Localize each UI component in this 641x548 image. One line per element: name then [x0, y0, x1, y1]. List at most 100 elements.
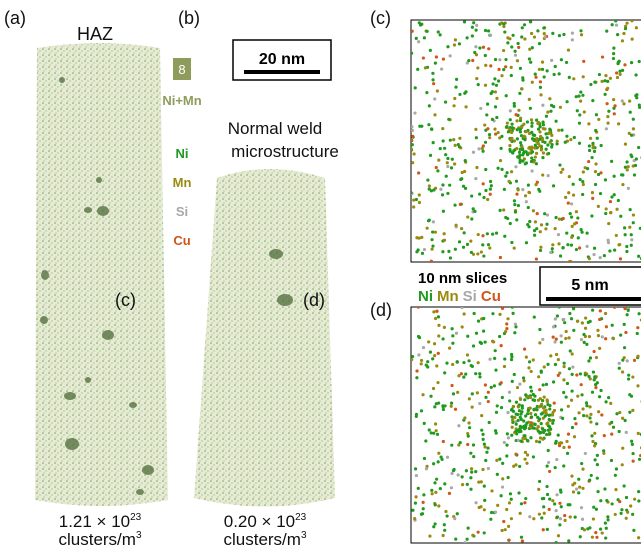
atom — [460, 226, 464, 231]
atom — [613, 473, 617, 477]
atom — [574, 487, 579, 491]
atom — [562, 390, 566, 395]
atom — [415, 250, 419, 254]
atom — [414, 197, 419, 202]
atom — [474, 372, 478, 376]
atom — [457, 443, 461, 447]
atom — [622, 356, 626, 360]
atom — [585, 342, 589, 346]
atom — [554, 337, 558, 341]
atom — [514, 165, 518, 169]
atom — [551, 243, 555, 247]
element-label: Si — [176, 204, 188, 219]
atom — [607, 109, 611, 113]
atom — [545, 399, 550, 404]
atom — [592, 378, 596, 382]
cluster-group — [40, 77, 154, 495]
atom — [625, 21, 629, 25]
atom — [514, 400, 519, 404]
element-label: Ni — [418, 288, 433, 305]
atom — [488, 136, 492, 140]
atom — [518, 382, 522, 386]
atom — [563, 518, 567, 522]
atom — [573, 515, 577, 519]
atom — [542, 511, 546, 515]
atom — [602, 451, 606, 455]
atom — [412, 152, 416, 156]
atom — [622, 31, 626, 36]
atom — [521, 376, 526, 380]
atom — [460, 170, 464, 175]
atom — [542, 32, 546, 36]
atom — [510, 126, 514, 130]
atom — [568, 349, 572, 353]
atom — [637, 457, 641, 461]
atom — [564, 60, 569, 65]
atom — [533, 146, 537, 150]
atom — [567, 336, 571, 340]
atom — [493, 349, 497, 353]
atom — [636, 384, 640, 388]
atom — [604, 526, 608, 530]
atom — [477, 480, 481, 484]
atom — [536, 120, 541, 125]
atom — [437, 451, 441, 455]
atom — [474, 331, 479, 335]
atom — [537, 487, 541, 491]
atom — [441, 250, 445, 254]
atom — [615, 71, 619, 75]
atom — [527, 57, 532, 61]
atom — [481, 149, 485, 153]
atom — [488, 192, 492, 196]
atom — [625, 249, 629, 254]
atom — [588, 136, 593, 140]
atom — [614, 467, 619, 471]
atom — [474, 53, 479, 57]
atom — [444, 509, 448, 514]
atom — [627, 131, 631, 135]
atom — [579, 90, 583, 94]
atom — [558, 523, 562, 527]
atom — [442, 523, 446, 527]
atom — [430, 127, 434, 131]
atom — [635, 96, 639, 100]
atom — [616, 33, 620, 37]
atom — [621, 446, 625, 450]
atom — [507, 524, 511, 529]
atom — [521, 78, 525, 82]
atom — [611, 425, 616, 429]
atom — [606, 79, 610, 83]
atom — [512, 139, 516, 143]
atom — [511, 418, 515, 422]
atom — [526, 412, 530, 416]
atom — [626, 510, 630, 514]
atom — [440, 193, 445, 197]
atom — [423, 66, 428, 70]
atom — [532, 517, 536, 521]
atom — [602, 254, 606, 258]
atom — [570, 38, 574, 42]
atom — [455, 512, 459, 516]
atom — [419, 362, 423, 366]
atom — [427, 340, 431, 344]
atom — [514, 422, 518, 426]
atom — [541, 337, 545, 341]
atom — [604, 207, 608, 211]
atom — [454, 537, 458, 541]
atom — [415, 376, 419, 380]
atom — [596, 328, 600, 332]
atom — [429, 394, 433, 398]
atom — [551, 335, 555, 339]
atom — [580, 230, 584, 234]
atom — [551, 421, 555, 425]
atom — [464, 469, 468, 473]
atom — [469, 487, 473, 491]
atom — [579, 29, 583, 33]
atom — [517, 150, 522, 154]
atom — [487, 420, 491, 425]
atom — [519, 116, 523, 120]
atom — [534, 257, 539, 261]
atom — [518, 66, 523, 70]
atom — [552, 72, 556, 77]
atom — [431, 357, 435, 361]
